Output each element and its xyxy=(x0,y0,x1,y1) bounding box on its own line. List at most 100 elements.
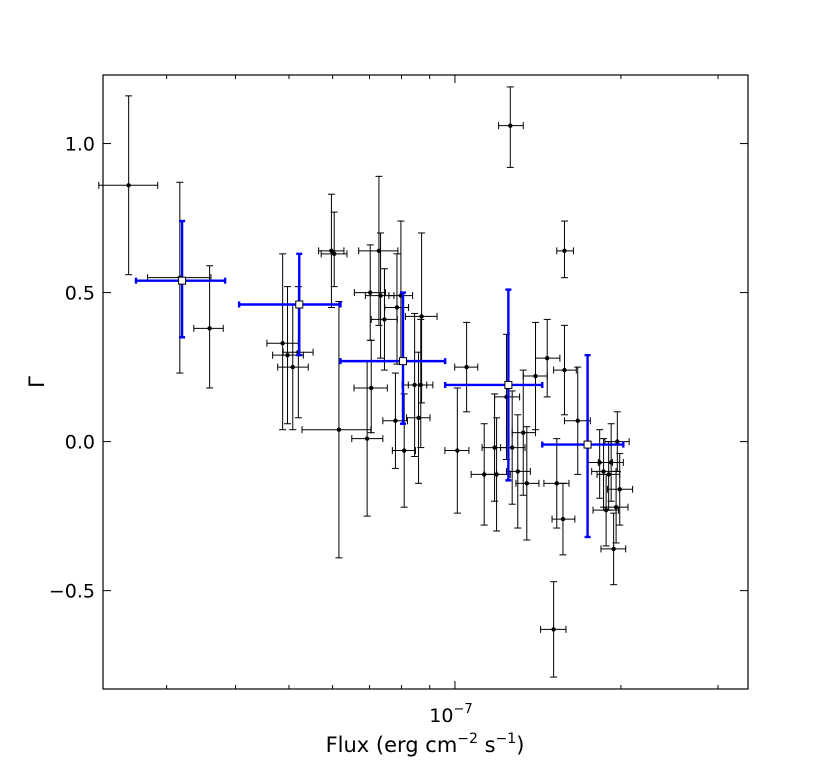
data-marker-square xyxy=(504,380,513,389)
data-marker-dot xyxy=(611,546,616,552)
data-marker-dot xyxy=(608,460,614,465)
data-point-s0-5 xyxy=(277,304,309,431)
data-marker-dot xyxy=(601,469,606,474)
data-point-s0-33 xyxy=(511,369,537,496)
data-marker-dot xyxy=(394,305,400,310)
x-axis-label-sup1: −2 xyxy=(457,731,478,747)
data-marker-dot xyxy=(418,382,423,388)
data-point-s0-7 xyxy=(318,193,345,308)
data-marker-dot xyxy=(562,367,567,373)
data-marker-dot xyxy=(393,418,398,423)
data-point-s0-4 xyxy=(272,286,304,425)
data-marker-dot xyxy=(378,293,383,298)
y-tick-label-2: 0.0 xyxy=(65,432,95,454)
data-marker-dot xyxy=(615,439,620,444)
data-point-s0-30 xyxy=(498,86,524,168)
data-marker-square xyxy=(295,300,304,309)
data-marker-dot xyxy=(364,436,370,441)
data-marker-square xyxy=(583,440,592,449)
plot-frame xyxy=(102,74,749,690)
data-marker-dot xyxy=(533,373,538,379)
data-point-s0-25 xyxy=(454,321,479,413)
data-point-s1-4 xyxy=(541,353,625,539)
x-tick-label-exp: −7 xyxy=(453,702,472,717)
data-marker-dot xyxy=(521,430,526,435)
data-marker-dot xyxy=(606,472,611,477)
x-axis-label-base: Flux (erg cm xyxy=(326,733,458,757)
data-marker-dot xyxy=(455,448,460,453)
data-marker-dot xyxy=(419,314,424,319)
data-marker-dot xyxy=(613,504,619,510)
data-marks xyxy=(98,86,634,678)
data-point-s0-16 xyxy=(384,253,410,365)
data-point-s1-3 xyxy=(443,288,544,482)
data-marker-dot xyxy=(329,248,334,254)
data-marker-square xyxy=(398,357,407,366)
data-marker-dot xyxy=(524,481,530,486)
data-point-s0-2 xyxy=(193,265,224,389)
data-point-s0-23 xyxy=(407,318,434,449)
y-tick-label-3: −0.5 xyxy=(49,581,95,603)
data-point-s1-1 xyxy=(237,252,342,357)
data-point-s0-8 xyxy=(320,211,348,288)
data-marker-dot xyxy=(401,448,407,453)
data-point-s0-47 xyxy=(597,423,624,502)
data-point-s0-3 xyxy=(266,253,299,431)
data-point-s0-35 xyxy=(522,321,548,431)
x-axis-label-end: ) xyxy=(516,733,524,757)
data-marker-dot xyxy=(515,469,520,474)
data-point-s0-29 xyxy=(494,333,521,460)
data-point-s0-17 xyxy=(382,372,408,469)
data-marker-dot xyxy=(551,627,556,632)
data-point-s1-0 xyxy=(134,219,227,339)
data-point-s0-41 xyxy=(551,482,576,556)
x-axis-label-mid: s xyxy=(478,733,496,757)
data-marker-dot xyxy=(207,326,212,331)
data-point-s0-44 xyxy=(591,438,617,508)
data-point-s0-15 xyxy=(370,268,398,371)
data-marker-dot xyxy=(509,445,515,450)
axis-ticks xyxy=(103,75,748,689)
data-marker-dot xyxy=(369,385,374,391)
data-point-s0-31 xyxy=(500,390,526,505)
data-marker-dot xyxy=(560,516,566,522)
data-point-s0-49 xyxy=(603,470,629,544)
data-point-s0-21 xyxy=(406,351,431,484)
data-marker-dot xyxy=(545,355,550,361)
x-axis-label: Flux (erg cm−2 s−1) xyxy=(326,731,525,757)
tick-labels: 1.0 0.5 0.0 −0.5 10−7 xyxy=(49,134,473,727)
data-point-s0-39 xyxy=(556,220,574,279)
data-point-s0-48 xyxy=(600,512,627,586)
data-marker-dot xyxy=(376,248,382,254)
data-point-s0-34 xyxy=(515,426,540,541)
data-marker-dot xyxy=(382,317,387,322)
data-marker-dot xyxy=(126,183,131,188)
data-marker-dot xyxy=(280,341,285,346)
data-marker-dot xyxy=(554,481,559,486)
data-marker-dot xyxy=(285,352,290,358)
y-tick-label-1: 0.5 xyxy=(65,283,95,305)
data-point-s0-0 xyxy=(98,95,159,276)
data-point-s0-36 xyxy=(535,318,561,398)
data-point-s0-13 xyxy=(358,175,399,326)
data-marker-dot xyxy=(508,123,513,128)
data-marker-dot xyxy=(336,427,342,432)
data-marker-dot xyxy=(492,445,497,450)
data-marker-dot xyxy=(494,472,499,477)
data-point-s0-42 xyxy=(563,366,591,475)
data-point-s0-40 xyxy=(553,324,577,416)
data-point-s0-51 xyxy=(606,453,634,526)
data-point-s1-2 xyxy=(339,291,447,425)
data-point-s0-32 xyxy=(505,414,531,529)
data-point-s0-28 xyxy=(483,417,511,532)
data-marker-dot xyxy=(575,418,580,423)
data-marker-dot xyxy=(332,251,337,257)
data-marker-dot xyxy=(464,364,469,370)
data-point-s0-12 xyxy=(353,339,388,434)
x-tick-label: 10−7 xyxy=(429,702,472,727)
data-point-s0-24 xyxy=(444,387,470,514)
data-marker-dot xyxy=(290,364,295,370)
x-tick-label-base: 10 xyxy=(429,705,453,727)
data-point-s0-10 xyxy=(351,360,384,517)
